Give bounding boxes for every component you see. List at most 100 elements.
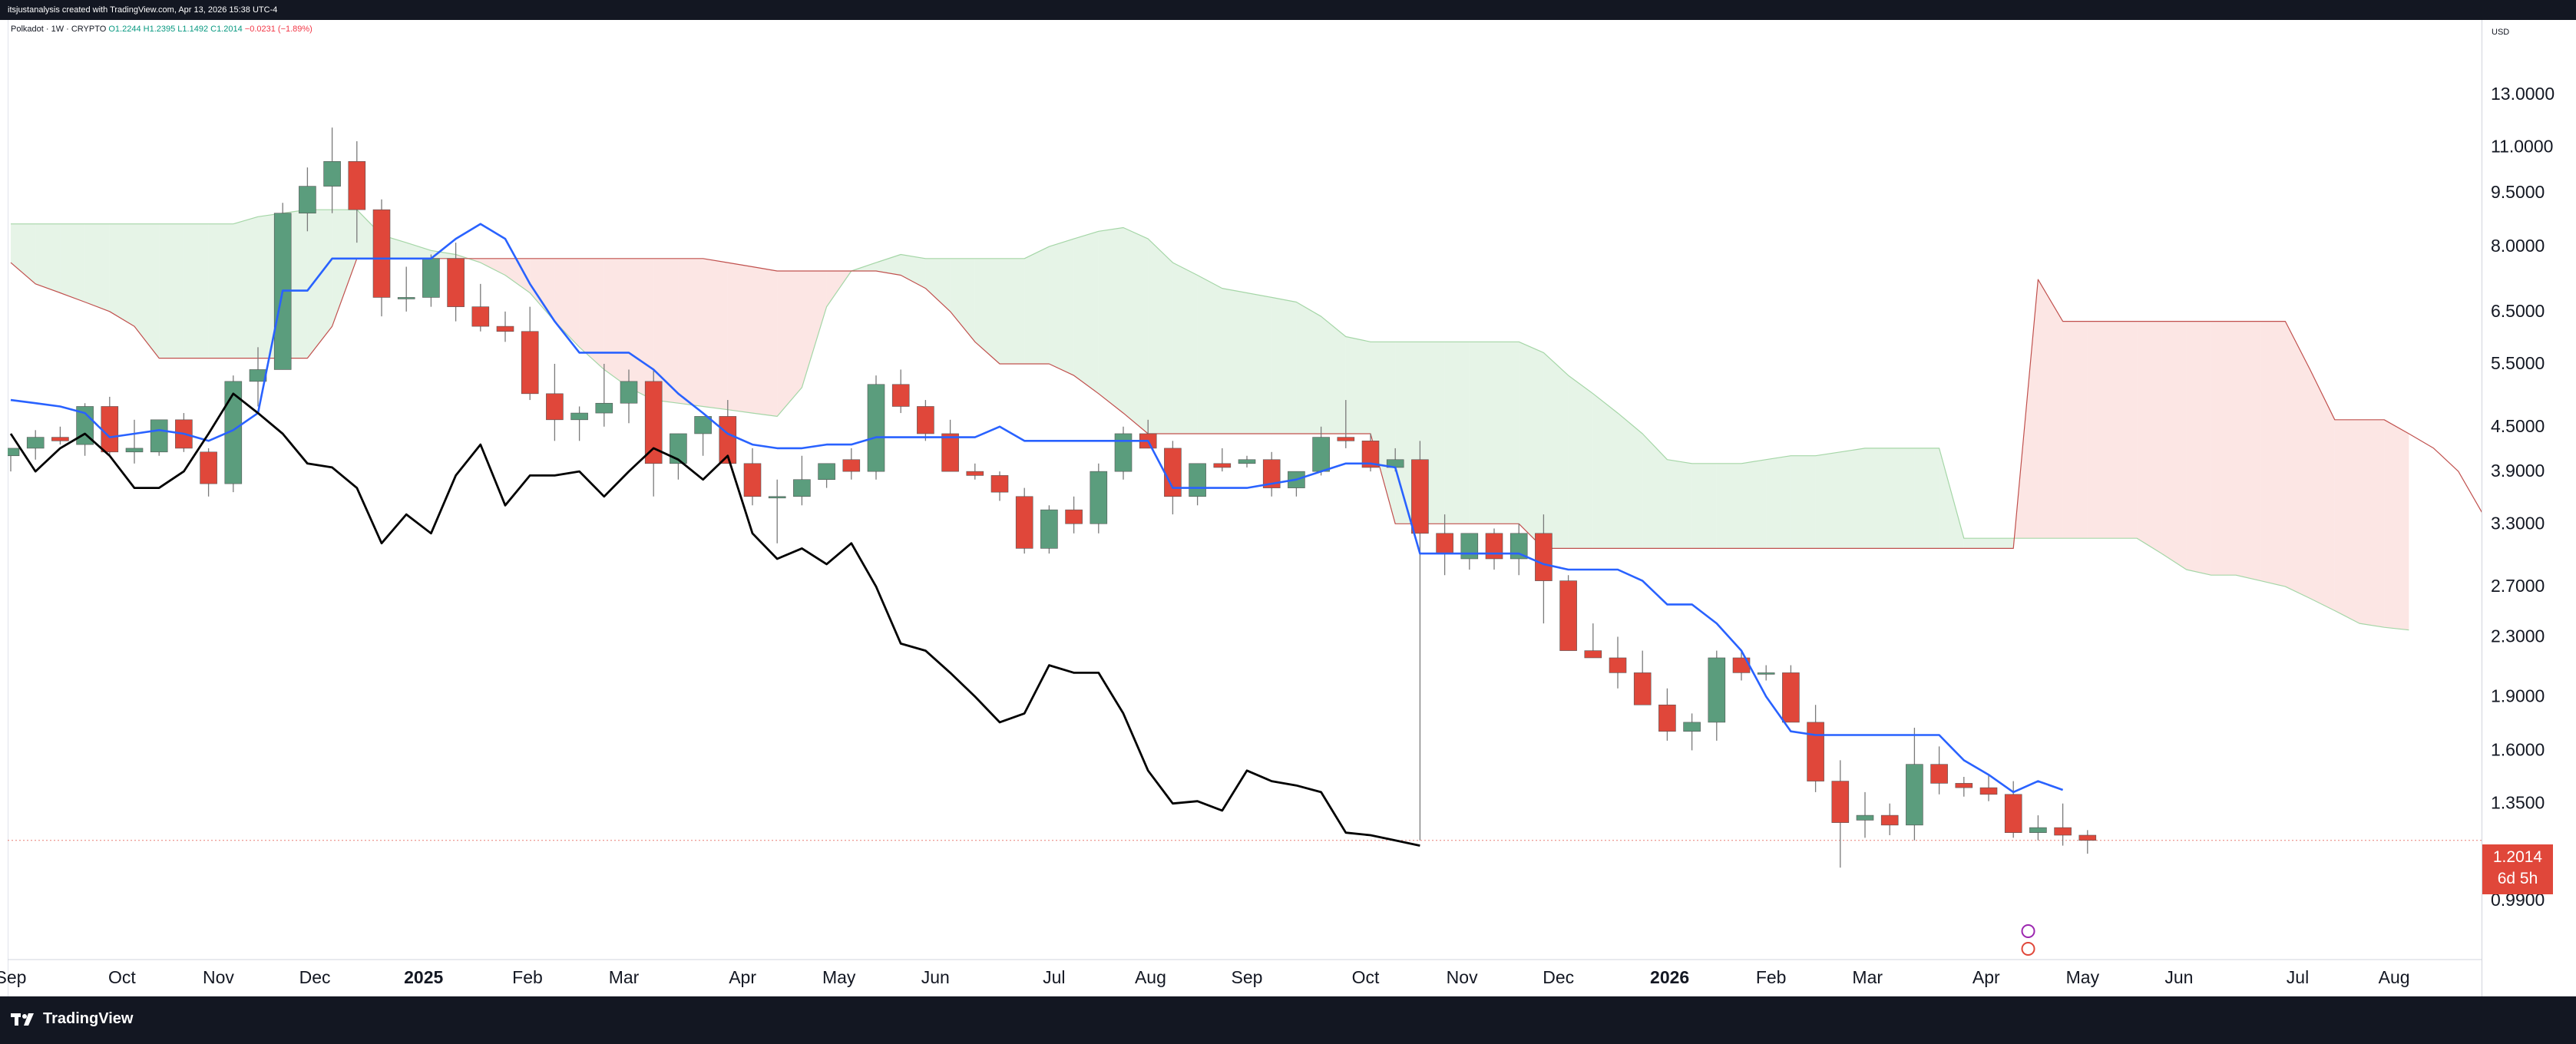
symbol-legend: Polkadot · 1W · CRYPTO O1.2244 H1.2395 L… (11, 25, 312, 34)
cloud-bear-segment (2334, 419, 2359, 624)
cloud-bull-segment (1914, 448, 1939, 549)
chart-pane[interactable] (8, 20, 2485, 996)
cloud-bull-segment (307, 210, 332, 358)
cloud-bear-segment (678, 258, 703, 407)
cloud-bear-segment (703, 258, 728, 410)
cloud-bull-segment (1963, 538, 1989, 549)
candle-body (101, 406, 119, 453)
cloud-bull-segment (1890, 448, 1915, 549)
x-tick-label: Apr (729, 967, 756, 987)
cloud-bull-segment (35, 223, 61, 293)
cloud-bear-segment (2384, 419, 2409, 630)
x-tick-label: Feb (1756, 967, 1787, 987)
footer-bar: TradingView (0, 996, 2576, 1044)
candle-body (1609, 657, 1627, 673)
y-tick-label: 8.0000 (2491, 236, 2545, 256)
candle-body (1436, 533, 1453, 554)
candle-body (224, 381, 243, 484)
candle-body (26, 437, 45, 449)
x-tick-label: Jun (921, 967, 950, 987)
candle-up (2029, 815, 2047, 841)
x-tick-label: Sep (0, 967, 26, 987)
candle-body (1015, 496, 1033, 549)
candle-body (1633, 672, 1652, 705)
x-tick-label: May (822, 967, 856, 987)
candle-up (1114, 426, 1133, 480)
x-tick-label: Jun (2164, 967, 2193, 987)
cloud-bull-segment (1197, 275, 1222, 434)
x-tick-label: 2025 (404, 967, 443, 987)
x-tick-label: Mar (1852, 967, 1883, 987)
candle-down (1559, 575, 1577, 651)
candle-down (990, 471, 1009, 501)
x-tick-label: Aug (2379, 967, 2410, 987)
candle-up (1757, 665, 1775, 681)
cloud-bear-segment (2260, 321, 2286, 587)
candle-body (125, 448, 144, 453)
candle-up (26, 430, 45, 460)
cloud-bull-segment (1989, 538, 2014, 549)
cloud-bear-segment (777, 270, 802, 417)
candle-down (200, 448, 217, 497)
candle-body (1807, 722, 1824, 781)
candle-body (1782, 672, 1800, 723)
cloud-bear-segment (2087, 321, 2112, 539)
candle-up (150, 419, 168, 456)
candle-body (1559, 580, 1577, 651)
candle-body (546, 393, 564, 421)
candle-body (422, 258, 440, 298)
cloud-bear-segment (2038, 279, 2063, 539)
candle-down (891, 369, 910, 414)
y-tick-label: 3.3000 (2491, 513, 2545, 533)
cloud-bull-segment (1642, 433, 1668, 549)
candle-up (1040, 505, 1058, 554)
candle-down (1262, 451, 1281, 497)
candle-body (917, 406, 934, 434)
candle-body (1189, 463, 1206, 497)
candle-down (348, 140, 366, 243)
candle-down (719, 400, 737, 464)
y-tick-label: 11.0000 (2491, 136, 2553, 156)
candle-body (8, 448, 20, 457)
cloud-bear-segment (752, 266, 778, 417)
cloud-bull-segment (184, 223, 209, 358)
tradingview-brand[interactable]: TradingView (11, 1010, 133, 1028)
candle-body (1411, 459, 1429, 534)
candle-body (521, 331, 539, 395)
candle-body (1535, 533, 1553, 581)
candle-body (150, 419, 168, 453)
candle-down (471, 283, 490, 332)
candle-body (620, 381, 638, 404)
candle-body (471, 306, 490, 327)
candle-body (1065, 509, 1083, 524)
candle-body (2029, 827, 2047, 833)
price-axis[interactable] (2482, 20, 2576, 996)
cloud-bear-segment (802, 270, 827, 388)
candle-down (1535, 514, 1553, 624)
y-tick-label: 4.5000 (2491, 416, 2545, 436)
event-marker-icon (2021, 924, 2035, 938)
candle-up (670, 433, 687, 480)
x-tick-label: Oct (1352, 967, 1380, 987)
cloud-bull-segment (332, 210, 357, 327)
candle-up (1510, 524, 1528, 576)
watermark-bar: itsjustanalysis created with TradingView… (0, 0, 2576, 20)
candle-body (1361, 441, 1380, 468)
candle-down (1930, 746, 1948, 795)
candle-up (273, 203, 292, 370)
candle-up (1238, 455, 1256, 467)
candle-body (966, 471, 984, 476)
cloud-bear-segment (603, 258, 629, 388)
candle-body (1658, 704, 1676, 732)
x-tick-label: Nov (1447, 967, 1478, 987)
y-tick-label: 6.5000 (2491, 301, 2545, 321)
candle-body (570, 412, 588, 421)
candle-down (1584, 623, 1602, 659)
legend-close: C1.2014 (210, 25, 243, 34)
cloud-bull-segment (1321, 316, 1346, 434)
candle-body (1040, 509, 1058, 549)
candle-up (323, 127, 341, 213)
candle-down (966, 463, 984, 480)
candle-body (670, 433, 687, 464)
candle-body (200, 451, 217, 484)
